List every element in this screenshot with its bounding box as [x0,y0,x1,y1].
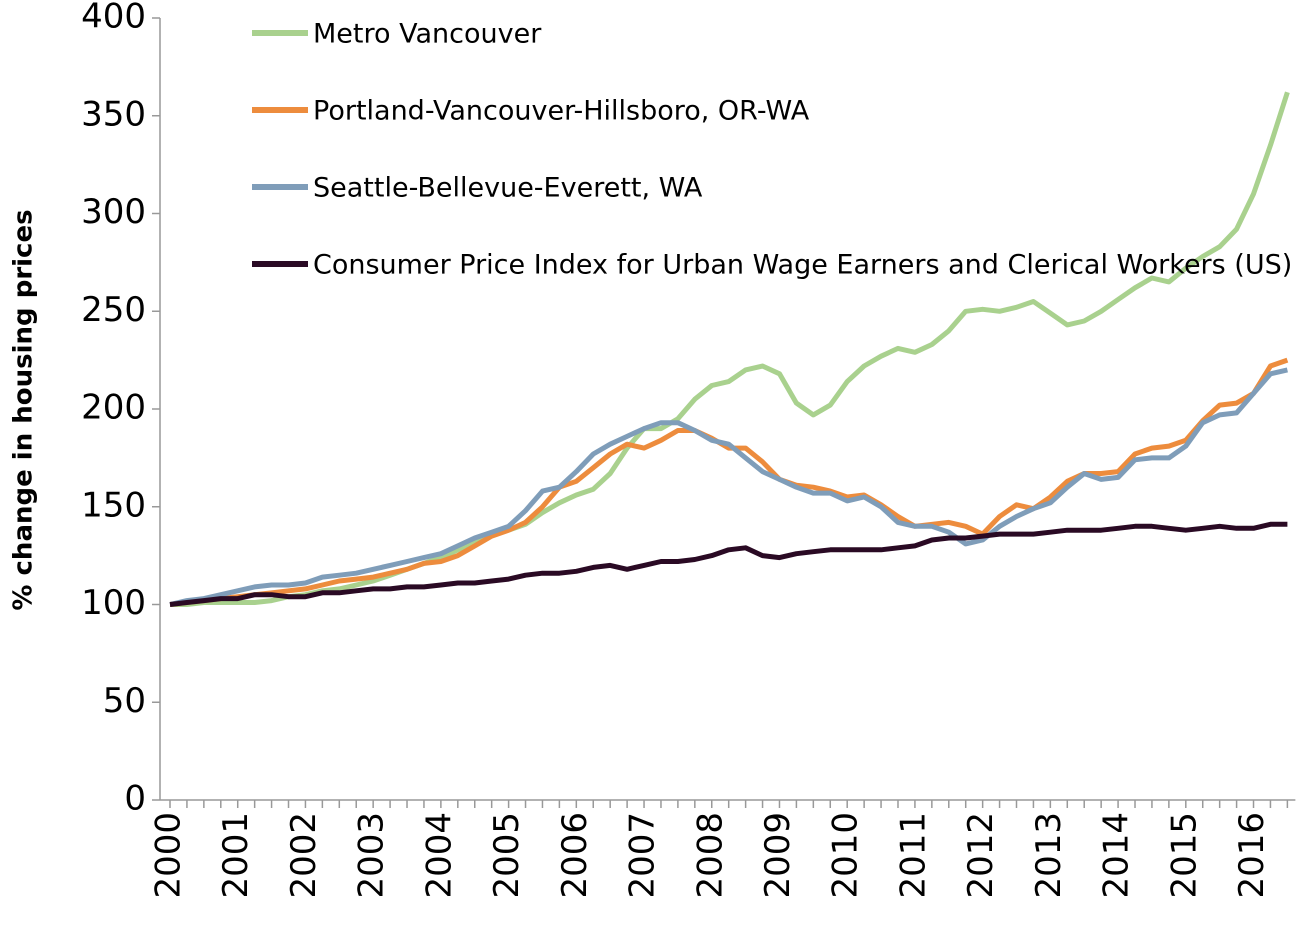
x-tick-label: 2000 [149,812,189,899]
y-axis-title: % change in housing prices [9,209,39,610]
x-tick-label: 2009 [758,812,798,899]
x-tick-label: 2010 [826,812,866,899]
x-tick-label: 2013 [1029,812,1069,899]
y-tick-label: 300 [81,192,146,232]
y-tick-label: 400 [81,0,146,37]
series-line [169,521,1288,607]
legend-label: Metro Vancouver [313,19,542,50]
x-tick-label: 2008 [690,812,730,899]
y-tick-label: 150 [81,485,146,525]
legend-label: Consumer Price Index for Urban Wage Earn… [313,250,1292,281]
x-tick-label: 2005 [487,812,527,899]
legend-label: Portland-Vancouver-Hillsboro, OR-WA [313,96,810,127]
series-line [169,357,1289,607]
x-tick-label: 2006 [555,812,595,899]
x-tick-label: 2002 [284,812,324,899]
legend-label: Seattle-Bellevue-Everett, WA [313,173,703,204]
x-tick-label: 2016 [1232,812,1272,899]
x-tick-label: 2015 [1164,812,1204,899]
x-tick-label: 2001 [216,812,256,899]
y-tick-label: 100 [81,583,146,623]
x-tick-label: 2014 [1097,812,1137,899]
y-tick-label: 350 [81,94,146,134]
x-tick-label: 2007 [623,812,663,899]
y-tick-label: 0 [124,779,146,819]
y-tick-label: 250 [81,290,146,330]
series-line [170,91,1290,607]
x-tick-label: 2004 [419,812,459,899]
x-tick-label: 2003 [352,812,392,899]
series-line [169,367,1288,607]
x-tick-label: 2012 [961,812,1001,899]
y-tick-label: 50 [103,681,146,721]
y-tick-label: 200 [81,388,146,428]
x-tick-label: 2011 [893,812,933,899]
